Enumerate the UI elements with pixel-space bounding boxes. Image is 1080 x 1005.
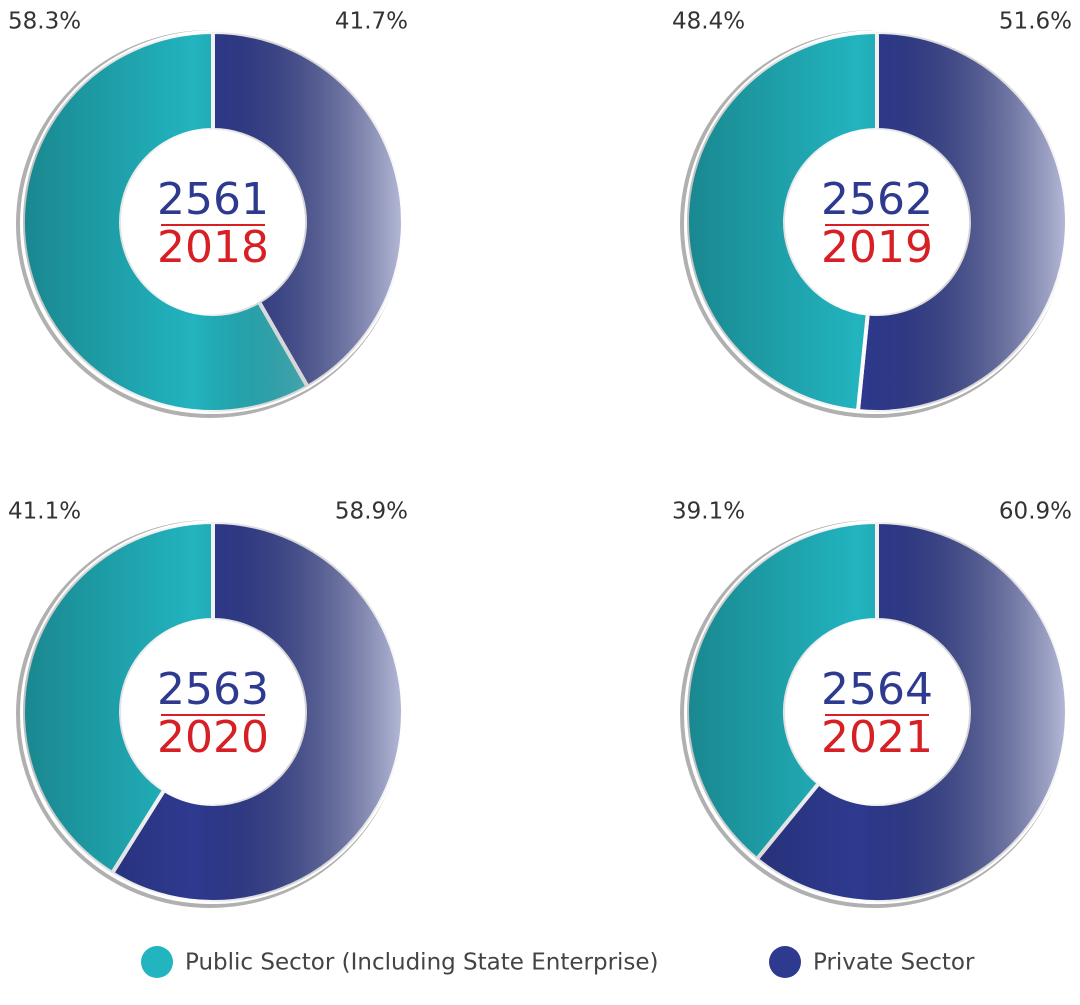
chart-title: 2564 <box>821 664 933 715</box>
chart-title: 2561 <box>157 174 269 225</box>
data-label: 48.4% <box>672 9 745 35</box>
chart-subtitle: 2020 <box>157 712 269 763</box>
chart-title: 2562 <box>821 174 933 225</box>
data-label: 51.6% <box>999 9 1072 35</box>
chart-subtitle: 2018 <box>157 222 269 273</box>
donut-hole <box>121 620 305 804</box>
donut-hole <box>785 130 969 314</box>
data-label: 41.1% <box>8 499 81 525</box>
donut-hole <box>121 130 305 314</box>
chart-subtitle: 2019 <box>821 222 933 273</box>
data-label: 39.1% <box>672 499 745 525</box>
data-label: 60.9% <box>999 499 1072 525</box>
data-label: 58.9% <box>335 499 408 525</box>
legend-swatch <box>141 946 173 978</box>
chart-title: 2563 <box>157 664 269 715</box>
legend-label: Public Sector (Including State Enterpris… <box>185 950 659 976</box>
legend-label: Private Sector <box>813 950 975 976</box>
donut-hole <box>785 620 969 804</box>
legend-swatch <box>769 946 801 978</box>
data-label: 58.3% <box>8 9 81 35</box>
data-label: 41.7% <box>335 9 408 35</box>
chart-subtitle: 2021 <box>821 712 933 763</box>
